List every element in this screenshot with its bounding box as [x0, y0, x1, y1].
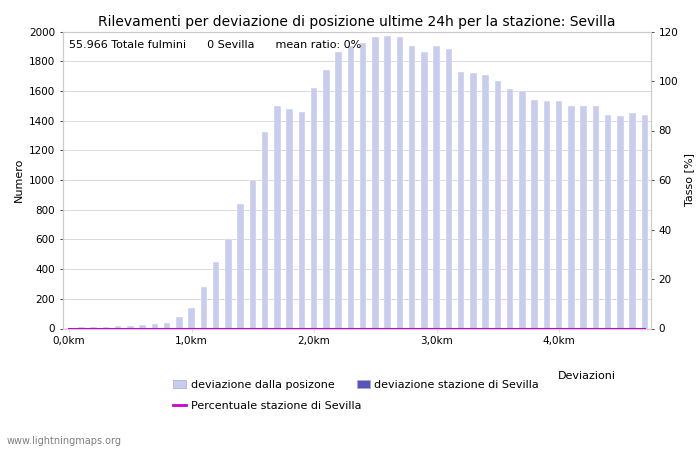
Bar	[409, 46, 416, 328]
Bar	[494, 81, 501, 328]
Bar	[225, 239, 232, 328]
Bar	[580, 106, 587, 328]
Bar	[445, 50, 452, 328]
Bar	[237, 204, 244, 328]
Bar	[347, 46, 354, 328]
Title: Rilevamenti per deviazione di posizione ultime 24h per la stazione: Sevilla: Rilevamenti per deviazione di posizione …	[98, 15, 616, 29]
Bar	[641, 115, 648, 328]
Bar	[115, 326, 122, 328]
Bar	[176, 317, 183, 328]
Bar	[102, 327, 109, 328]
Bar	[164, 323, 171, 328]
Bar	[458, 72, 465, 328]
Bar	[298, 112, 305, 328]
Bar	[629, 113, 636, 328]
Bar	[592, 106, 599, 328]
Bar	[543, 101, 550, 328]
Bar	[433, 46, 440, 328]
Bar	[127, 326, 134, 328]
Bar	[323, 70, 330, 328]
Bar	[274, 106, 281, 328]
Bar	[531, 100, 538, 328]
Bar	[507, 90, 514, 328]
Text: Deviazioni: Deviazioni	[558, 371, 616, 381]
Text: 55.966 Totale fulmini      0 Sevilla      mean ratio: 0%: 55.966 Totale fulmini 0 Sevilla mean rat…	[69, 40, 361, 50]
Bar	[78, 327, 85, 328]
Bar	[568, 106, 575, 328]
Y-axis label: Numero: Numero	[13, 158, 24, 202]
Legend: Percentuale stazione di Sevilla: Percentuale stazione di Sevilla	[169, 396, 365, 415]
Bar	[311, 88, 318, 328]
Bar	[286, 109, 293, 328]
Bar	[556, 101, 563, 328]
Bar	[421, 52, 428, 328]
Bar	[605, 115, 612, 328]
Y-axis label: Tasso [%]: Tasso [%]	[684, 153, 694, 207]
Bar	[90, 327, 97, 328]
Bar	[151, 324, 158, 328]
Bar	[335, 52, 342, 328]
Bar	[360, 43, 367, 328]
Bar	[200, 287, 207, 328]
Bar	[249, 180, 256, 328]
Bar	[213, 261, 220, 328]
Bar	[482, 75, 489, 328]
Bar	[519, 91, 526, 328]
Bar	[384, 36, 391, 328]
Bar	[262, 132, 269, 328]
Bar	[470, 73, 477, 328]
Bar	[617, 116, 624, 328]
Bar	[396, 37, 403, 329]
Text: www.lightningmaps.org: www.lightningmaps.org	[7, 436, 122, 446]
Bar	[139, 325, 146, 328]
Bar	[372, 37, 379, 329]
Bar	[188, 308, 195, 328]
